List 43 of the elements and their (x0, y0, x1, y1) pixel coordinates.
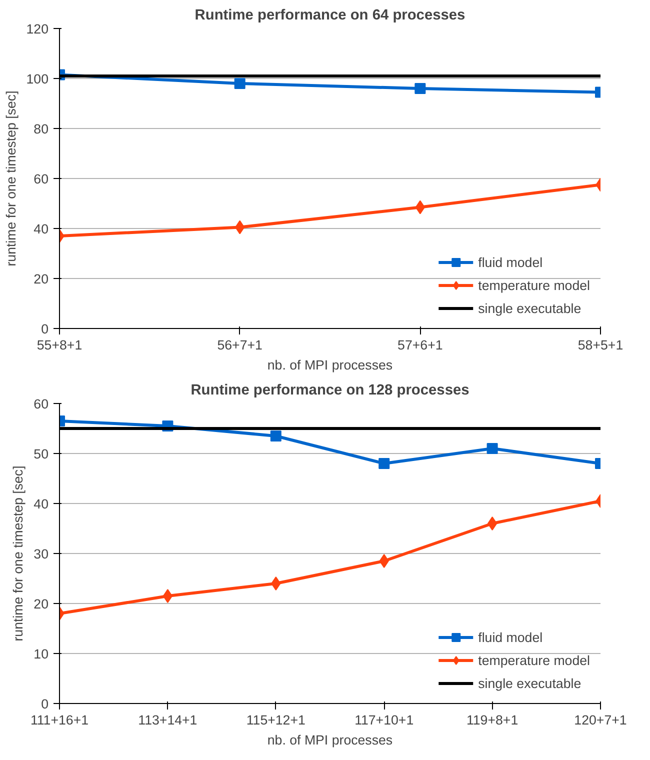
y-tick-label: 80 (34, 122, 49, 136)
point (271, 576, 281, 590)
y-tick-label: 120 (26, 22, 49, 36)
y-tick-label: 0 (41, 322, 49, 336)
y-tick-label: 10 (34, 646, 49, 662)
point (487, 516, 498, 530)
y-tick-label: 0 (41, 696, 49, 712)
y-tick-label: 40 (34, 222, 49, 236)
legend-label: temperature model (478, 652, 590, 668)
legend-label: temperature model (478, 278, 590, 292)
legend-label: fluid model (478, 254, 543, 270)
y-tick-label: 50 (34, 446, 49, 462)
x-tick-label: 55+8+1 (36, 338, 82, 352)
x-tick-label: 111+16+1 (30, 712, 89, 728)
x-tick-label: 117+10+1 (354, 712, 414, 728)
y-axis-title: runtime for one timestep [sec] (3, 90, 18, 266)
x-tick-label: 113+14+1 (138, 712, 198, 728)
x-tick-label: 120+7+1 (574, 712, 627, 728)
y-tick-label: 20 (34, 596, 49, 612)
x-tick-label: 58+5+1 (578, 338, 624, 352)
chart-title: Runtime performance on 64 processes (194, 8, 466, 24)
y-tick-label: 30 (34, 546, 49, 562)
x-tick-label: 115+12+1 (246, 712, 306, 728)
x-tick-label: 56+7+1 (217, 338, 262, 352)
y-tick-label: 100 (26, 72, 49, 86)
y-tick-label: 20 (34, 272, 49, 286)
x-axis-title: nb. of MPI processes (267, 358, 393, 372)
point (378, 458, 390, 469)
y-tick-label: 60 (34, 172, 49, 186)
point (486, 443, 498, 454)
legend-label: fluid model (478, 630, 543, 644)
x-tick-label: 119+8+1 (466, 712, 518, 728)
x-axis-title: nb. of MPI processes (267, 732, 393, 748)
point (162, 589, 173, 603)
x-tick-label: 57+6+1 (398, 338, 443, 352)
y-tick-label: 60 (34, 396, 49, 412)
legend-label: single executable (478, 300, 582, 316)
chart-title: Runtime performance on 128 processes (190, 382, 470, 398)
legend-label: single executable (478, 676, 582, 690)
point (379, 554, 389, 568)
y-axis-title: runtime for one timestep [sec] (10, 466, 26, 642)
point (270, 430, 282, 442)
y-tick-label: 40 (34, 496, 49, 512)
